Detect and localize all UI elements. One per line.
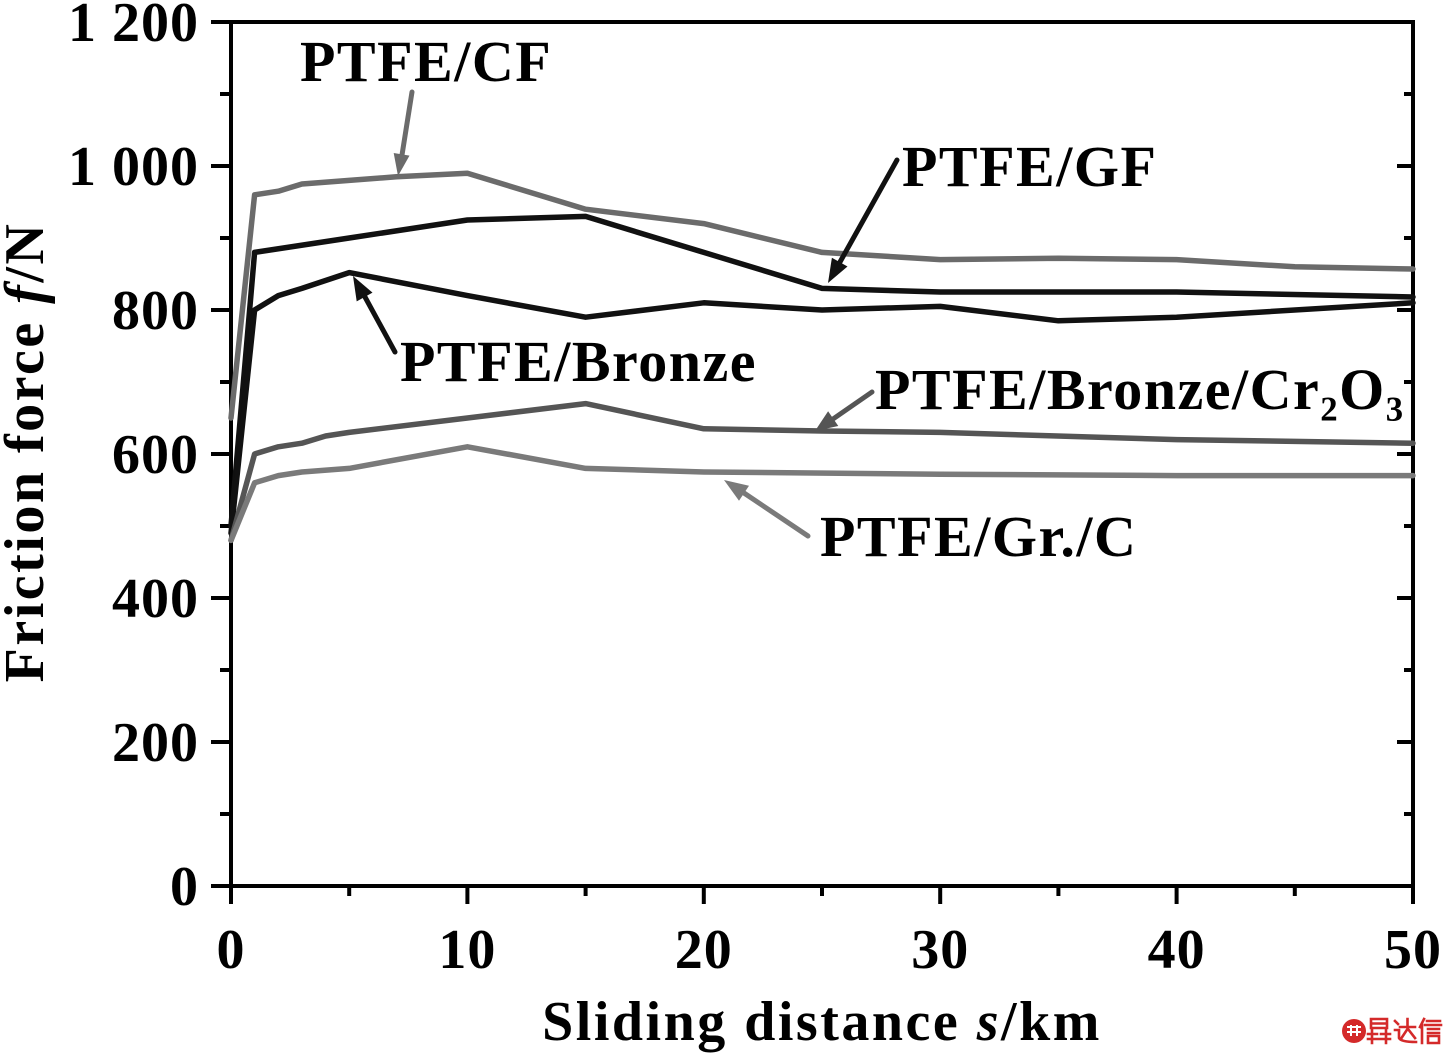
series-line-ptfe-bronze-cr2o3 [228, 400, 1416, 544]
x-tick-label: 0 [217, 919, 246, 981]
arrow-head [815, 411, 839, 431]
y-tick-label: 1 200 [68, 0, 199, 54]
y-axis-label: Friction force f/N [0, 222, 56, 683]
y-tick-label: 0 [170, 856, 199, 918]
arrow-head [353, 276, 373, 302]
arrow-shaft [837, 157, 900, 265]
y-tick-label: 400 [112, 568, 199, 630]
x-tick-label: 30 [911, 919, 969, 981]
x-tick-label: 20 [675, 919, 733, 981]
x-tick-label: 40 [1148, 919, 1206, 981]
annotation-label-ptfe-cf: PTFE/CF [300, 29, 552, 94]
y-tick-labels: 0 200 400 600 800 1 000 1 200 [68, 0, 199, 918]
annotation-arrow-ptfe-cf [393, 89, 415, 176]
arrow-shaft [362, 294, 398, 355]
series-line-ptfe-gr-c [228, 444, 1416, 544]
y-tick-label: 600 [112, 424, 199, 486]
series-line-ptfe-bronze [228, 269, 1416, 536]
series-annotations: PTFE/CF PTFE/GF PTFE/Bronze PTFE/Bronze/… [300, 29, 1405, 569]
watermark-glyph [1418, 1017, 1443, 1045]
arrow-head [393, 153, 410, 176]
annotation-label-ptfe-bronze: PTFE/Bronze [400, 329, 757, 394]
x-axis-label: Sliding distance s/km [542, 991, 1102, 1053]
x-tick-label: 50 [1384, 919, 1442, 981]
annotation-arrow-ptfe-gr-c [724, 480, 811, 539]
watermark-glyph [1366, 1017, 1392, 1045]
arrow-shaft [830, 389, 875, 422]
watermark-glyph [1393, 1017, 1418, 1044]
series-layer [228, 170, 1416, 544]
arrow-shaft [741, 490, 811, 539]
y-tick-label: 200 [112, 712, 199, 774]
annotation-label-ptfe-bronze-cr2o3: PTFE/Bronze/Cr₂O₃ [875, 357, 1405, 422]
arrow-shaft [399, 89, 415, 158]
series-line-ptfe-cf [228, 170, 1416, 421]
watermark-logo [1342, 1017, 1443, 1045]
x-tick-labels: 0 10 20 30 40 50 [217, 919, 1442, 981]
watermark-wordmark [1366, 1017, 1443, 1045]
x-tick-label: 10 [438, 919, 496, 981]
annotation-arrow-ptfe-gf [828, 157, 900, 283]
watermark-circle-mark [1347, 1025, 1361, 1036]
annotation-label-ptfe-gf: PTFE/GF [902, 134, 1157, 199]
arrow-head [724, 480, 749, 501]
annotation-arrow-ptfe-bronze-cr2o3 [815, 389, 875, 431]
y-tick-label: 800 [112, 280, 199, 342]
arrow-head [828, 257, 848, 283]
series-line-ptfe-gf [228, 213, 1416, 529]
annotation-arrow-ptfe-bronze [353, 276, 398, 355]
y-tick-label: 1 000 [68, 136, 199, 198]
annotation-label-ptfe-gr-c: PTFE/Gr./C [820, 504, 1137, 569]
